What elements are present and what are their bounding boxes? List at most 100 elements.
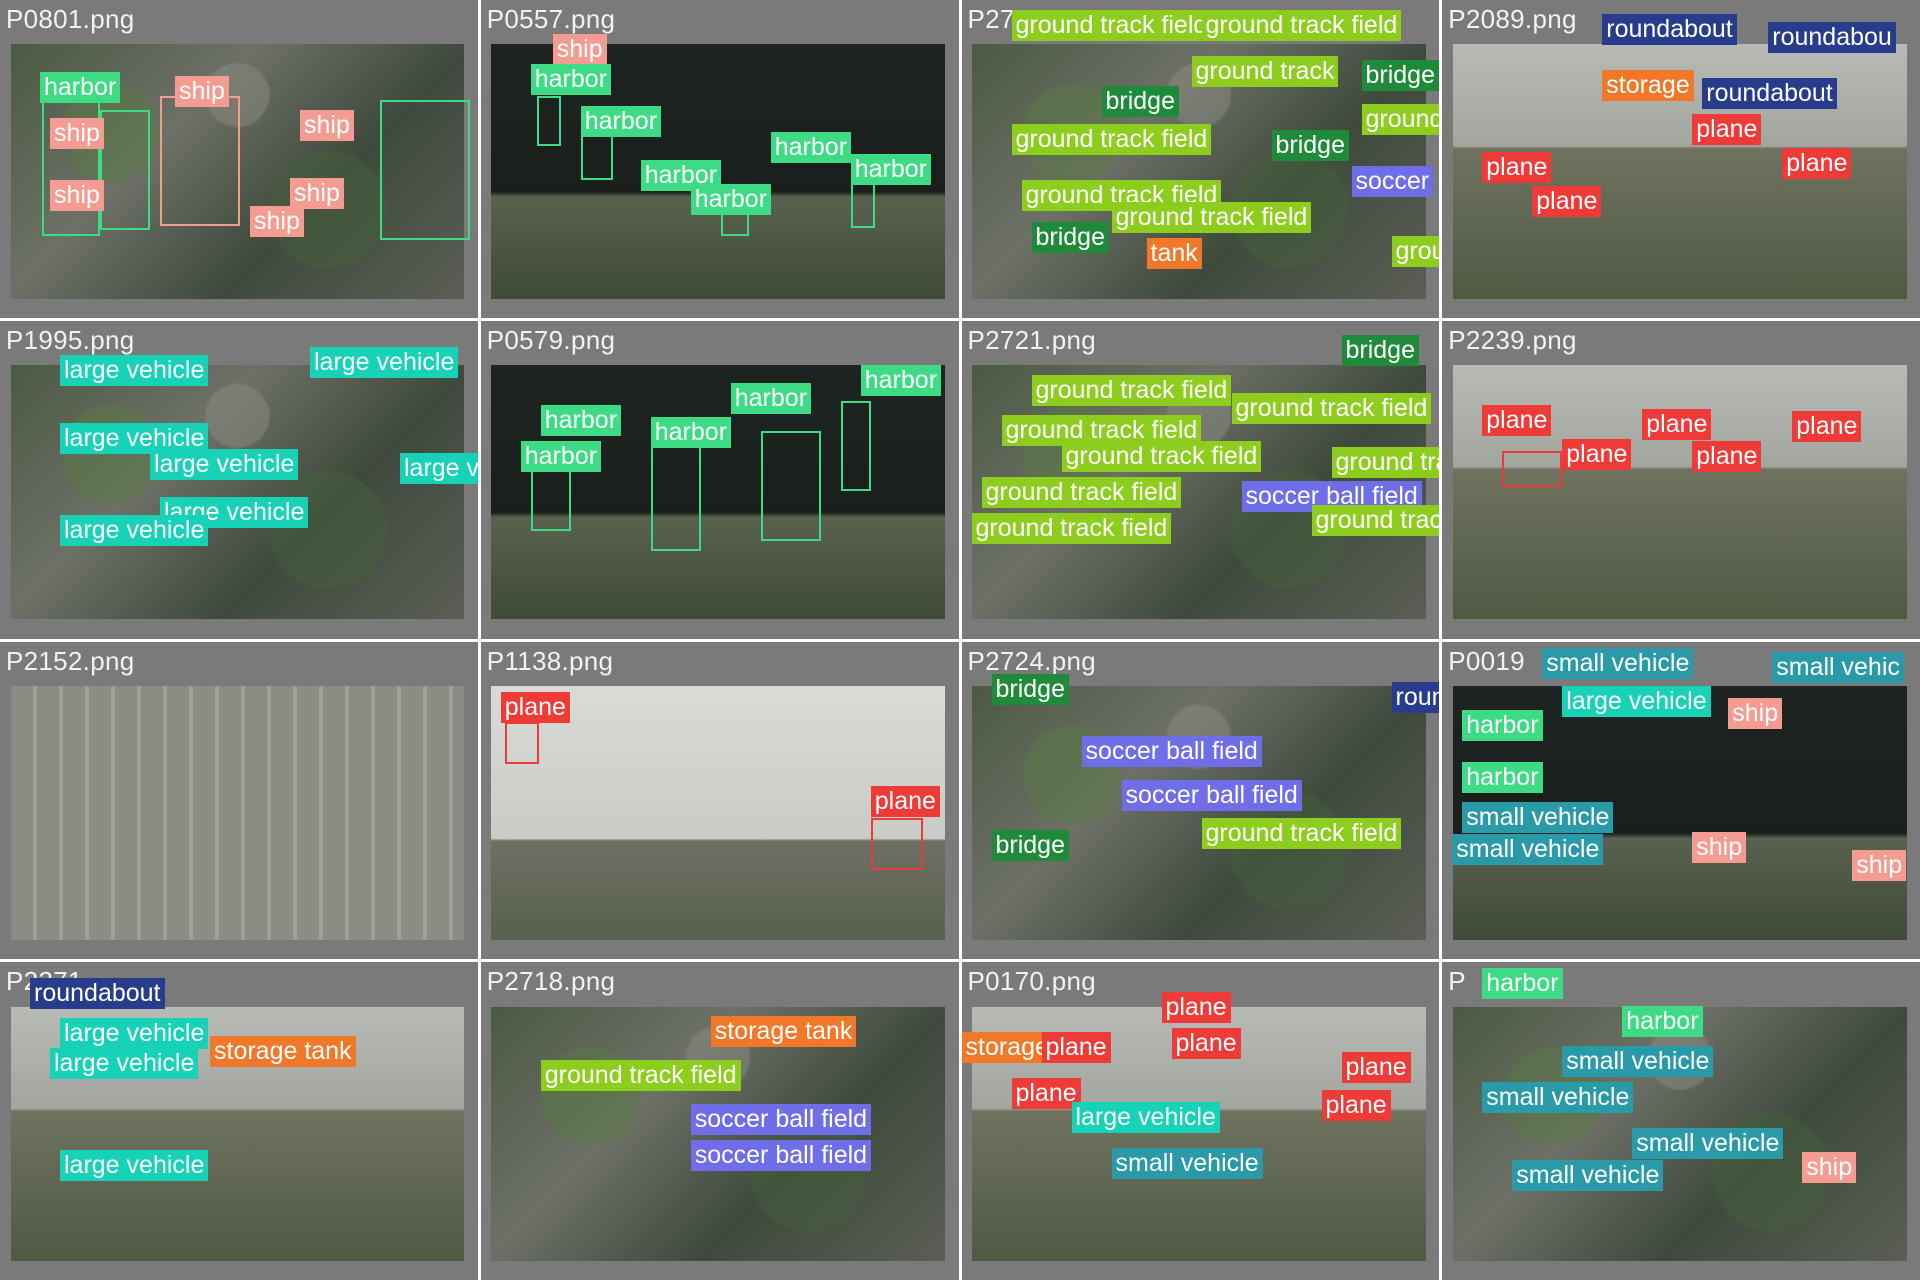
detection-label: bridge (991, 829, 1069, 861)
detection-label: soccer ball field (1081, 735, 1262, 767)
detection-label: ground track field (971, 512, 1172, 544)
detection-label: harbor (40, 72, 121, 103)
detection-label: plane (1321, 1090, 1391, 1122)
detection-label: ground track field (1201, 817, 1402, 849)
detection-label: ship (1802, 1152, 1857, 1184)
detection-label: harbor (520, 440, 602, 472)
tile-3: P27 ground track field ground track field g… (961, 0, 1440, 318)
aerial-image (1452, 365, 1907, 620)
detection-label: ship (1692, 831, 1747, 863)
tile-14: P2718.png storage tank ground track field s… (480, 962, 959, 1280)
tile-5: P1995.png large vehicle large vehicle large… (0, 320, 478, 639)
detection-label: harbor (530, 64, 612, 95)
detection-label: storage (1602, 70, 1694, 101)
tile-4: P2089.png roundabout roundabou storage round… (1442, 0, 1920, 318)
detection-label: small vehicle (1111, 1148, 1263, 1180)
detection-label: plane (1011, 1078, 1081, 1110)
detection-label: plane (870, 785, 940, 817)
tile-12: P0019 small vehicle small vehic large vehic… (1442, 641, 1920, 960)
detection-label: ship (300, 110, 354, 141)
tile-7: P2721.png bridge ground track field ground … (961, 320, 1440, 639)
detection-label: small vehicle (1482, 1082, 1634, 1114)
detection-label: small vehicle (1562, 1046, 1714, 1078)
detection-label: plane (1482, 152, 1552, 183)
tile-filename: P (1448, 966, 1466, 997)
detection-label: harbor (850, 154, 932, 185)
detection-label: small vehic (1772, 651, 1904, 683)
detection-label: ground track field (1061, 440, 1262, 472)
detection-label: harbor (770, 132, 852, 163)
detection-label: harbor (1462, 761, 1543, 793)
detection-box (380, 100, 470, 240)
detection-label: small vehicle (1512, 1160, 1664, 1192)
detection-label: ship (50, 180, 104, 211)
detection-box (100, 110, 150, 230)
detection-label: ground track field (1011, 124, 1212, 155)
detection-label: ground track field (1231, 392, 1432, 424)
detection-box (580, 130, 613, 180)
detection-label: harbor (580, 106, 662, 137)
detection-label: roundabout (1602, 14, 1737, 45)
detection-label: roun (1391, 681, 1440, 713)
aerial-image (10, 365, 465, 620)
detection-box (870, 817, 923, 870)
tile-15: P0170.png plane storage t plane plane plane pl… (961, 962, 1440, 1280)
detection-label: ground track field (981, 476, 1182, 508)
detection-label: bridge (1101, 86, 1179, 117)
detection-box (850, 180, 875, 228)
detection-label: plane (1692, 114, 1762, 145)
detection-label: storage tank (210, 1036, 356, 1068)
detection-label: large vehicle (50, 1048, 199, 1080)
detection-label: plane (1782, 148, 1852, 179)
tile-1: P0801.png harbor ship ship ship ship ship ship (0, 0, 478, 318)
detection-label: plane (1692, 440, 1762, 472)
detection-label: ground track field (1201, 10, 1402, 41)
detection-label: large vehicle (310, 346, 459, 378)
detection-label: harbor (540, 404, 622, 436)
detection-label: plane (500, 691, 570, 723)
detection-label: ship (1728, 697, 1783, 729)
tile-filename: P0019 (1448, 645, 1525, 676)
detection-label: harbor (1482, 968, 1563, 1000)
tile-filename: P2089.png (1448, 4, 1577, 34)
detection-label: roundabout (1702, 78, 1837, 109)
detection-label: bridge (1031, 222, 1109, 253)
detection-label: ground track field (1001, 414, 1202, 446)
detection-box (536, 96, 561, 146)
detection-label: harbor (690, 184, 772, 215)
tile-filename: P0557.png (486, 4, 616, 34)
detection-label: ship (50, 118, 104, 149)
tile-filename: P2721.png (967, 324, 1096, 355)
detection-label: large vehicle (150, 448, 299, 480)
detection-label: bridge (1341, 334, 1419, 366)
detection-label: ground track field (1111, 202, 1312, 233)
detection-label: large vehicle (60, 1150, 209, 1182)
tile-filename: P2239.png (1448, 324, 1577, 355)
detection-label: soccer (1351, 166, 1434, 197)
detection-label: harbor (860, 364, 942, 396)
aerial-image (491, 685, 946, 941)
aerial-image (10, 685, 465, 941)
detection-label: plane (1562, 438, 1632, 470)
tile-11: P2724.png bridge roun soccer ball field socc… (961, 641, 1440, 960)
detection-label: harbor (730, 382, 812, 414)
detection-label: bridge (991, 673, 1069, 705)
detection-label: small vehicle (1452, 833, 1604, 865)
detection-label: ground track field (1391, 236, 1440, 267)
detection-box (650, 440, 701, 551)
detection-label: storage tank (710, 1016, 857, 1048)
detection-label: ground track field (540, 1060, 741, 1092)
detection-label: large vehicle (1071, 1102, 1220, 1134)
detection-box (160, 96, 240, 226)
detection-label: plane (1341, 1052, 1411, 1084)
tile-2: P0557.png ship harbor harbor harbor harbor har… (480, 0, 959, 318)
tile-filename: P2724.png (967, 645, 1096, 676)
detection-label: ship (250, 206, 304, 237)
tile-10: P1138.png plane plane (480, 641, 959, 960)
detection-label: small vehicle (1542, 647, 1694, 679)
detection-label: plane (1642, 408, 1712, 440)
detection-label: small vehicle (1462, 801, 1614, 833)
tile-8: P2239.png plane plane plane plane plane (1442, 320, 1920, 639)
